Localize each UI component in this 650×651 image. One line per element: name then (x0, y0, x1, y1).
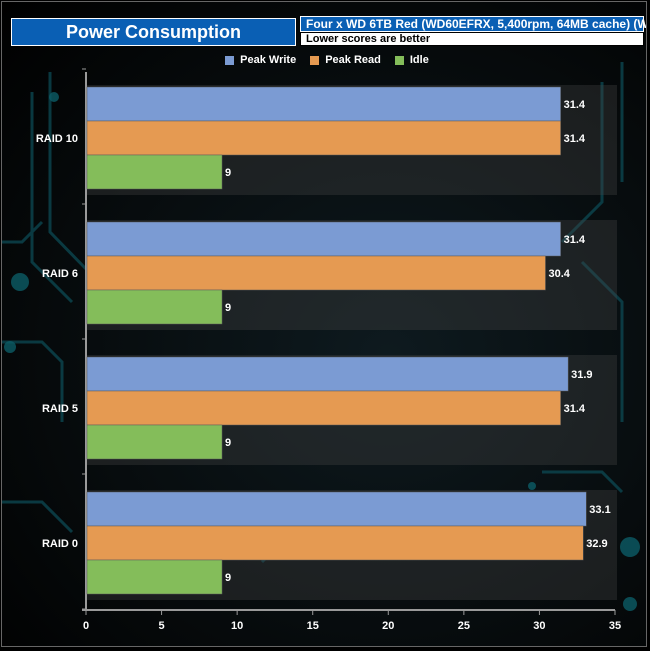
data-label: 30.4 (548, 268, 570, 280)
x-tick-label: 5 (159, 620, 165, 632)
data-label: 33.1 (589, 504, 610, 516)
legend-swatch-peak-read (310, 55, 320, 65)
legend-item-peak-write: Peak Write (225, 54, 296, 66)
chart-title: Power Consumption (11, 18, 296, 46)
legend: Peak Write Peak Read Idle (2, 52, 646, 68)
chart-subtitle: Four x WD 6TB Red (WD60EFRX, 5,400rpm, 6… (300, 16, 646, 32)
bar-peak-write (86, 221, 561, 257)
x-tick-label: 25 (458, 620, 470, 632)
bar-peak-read (86, 525, 584, 561)
bar-idle (86, 424, 223, 460)
chart-note: Lower scores are better (300, 32, 644, 46)
category-label: RAID 0 (42, 538, 78, 550)
bar-idle (86, 289, 223, 325)
data-label: 31.4 (564, 133, 586, 145)
x-tick-label: 20 (382, 620, 394, 632)
data-label: 31.4 (564, 99, 586, 111)
category-label: RAID 10 (36, 133, 78, 145)
legend-label-peak-read: Peak Read (325, 54, 381, 66)
x-tick-label: 35 (609, 620, 621, 632)
legend-label-idle: Idle (409, 54, 429, 66)
x-tick-label: 0 (83, 620, 89, 632)
legend-item-peak-read: Peak Read (310, 54, 381, 66)
legend-label-peak-write: Peak Write (240, 54, 297, 66)
bar-peak-read (86, 120, 561, 156)
data-label: 9 (225, 572, 231, 584)
legend-swatch-idle (394, 55, 404, 65)
bar-peak-write (86, 86, 561, 122)
bar-peak-write (86, 356, 569, 392)
category-label: RAID 6 (42, 268, 78, 280)
data-label: 9 (225, 302, 231, 314)
bar-peak-read (86, 390, 561, 426)
data-label: 9 (225, 437, 231, 449)
legend-swatch-peak-write (225, 55, 235, 65)
x-tick-label: 10 (231, 620, 243, 632)
data-label: 9 (225, 167, 231, 179)
legend-item-idle: Idle (394, 54, 429, 66)
bar-idle (86, 154, 223, 190)
x-tick-label: 15 (307, 620, 319, 632)
bar-peak-write (86, 491, 587, 527)
bar-peak-read (86, 255, 546, 291)
data-label: 31.4 (564, 403, 586, 415)
data-label: 31.9 (571, 369, 592, 381)
data-label: 31.4 (564, 234, 586, 246)
data-label: 32.9 (586, 538, 607, 550)
bar-idle (86, 559, 223, 595)
category-label: RAID 5 (42, 403, 78, 415)
x-tick-label: 30 (533, 620, 545, 632)
